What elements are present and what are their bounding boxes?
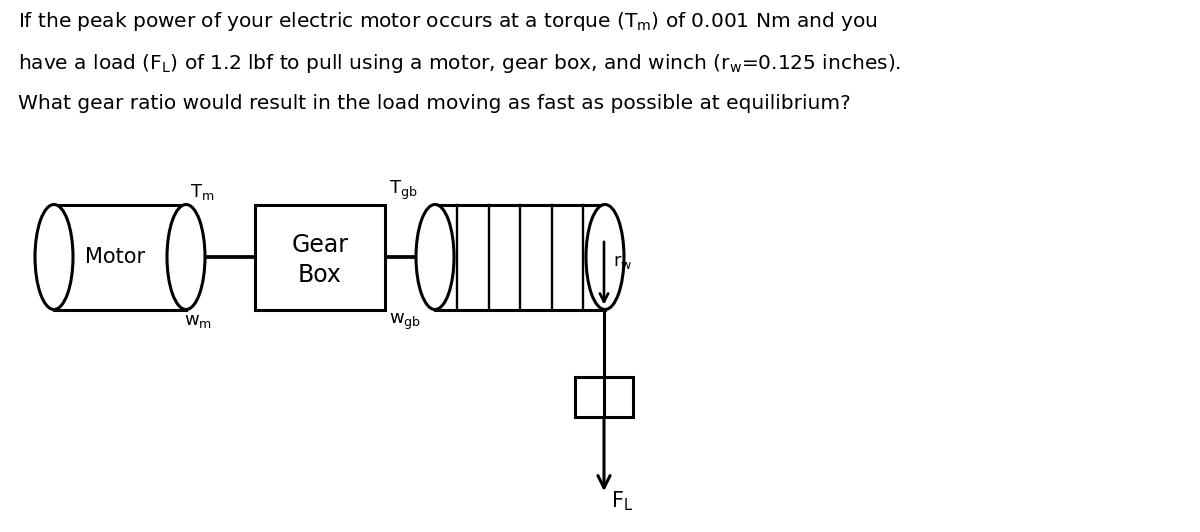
Text: If the peak power of your electric motor occurs at a torque ($\mathregular{T_m}$: If the peak power of your electric motor… [18,10,877,33]
Ellipse shape [416,204,454,310]
Text: What gear ratio would result in the load moving as fast as possible at equilibri: What gear ratio would result in the load… [18,94,851,113]
Bar [575,377,634,417]
Text: Motor: Motor [85,247,145,267]
Ellipse shape [586,204,624,310]
Text: $\mathregular{F_L}$: $\mathregular{F_L}$ [611,489,634,513]
Text: $\mathregular{T_m}$: $\mathregular{T_m}$ [190,182,215,203]
Text: $\mathregular{w_m}$: $\mathregular{w_m}$ [184,312,212,329]
Text: $\mathregular{T_{gb}}$: $\mathregular{T_{gb}}$ [389,179,418,203]
Text: Gear: Gear [292,233,348,257]
Polygon shape [54,204,186,310]
Text: $\mathregular{r_w}$: $\mathregular{r_w}$ [613,253,632,271]
Text: Box: Box [298,263,342,287]
Ellipse shape [35,204,73,310]
Ellipse shape [167,204,205,310]
Bar [254,204,385,310]
Text: $\mathregular{w_{gb}}$: $\mathregular{w_{gb}}$ [389,312,421,331]
Text: have a load ($\mathregular{F_L}$) of 1.2 lbf to pull using a motor, gear box, an: have a load ($\mathregular{F_L}$) of 1.2… [18,52,901,75]
